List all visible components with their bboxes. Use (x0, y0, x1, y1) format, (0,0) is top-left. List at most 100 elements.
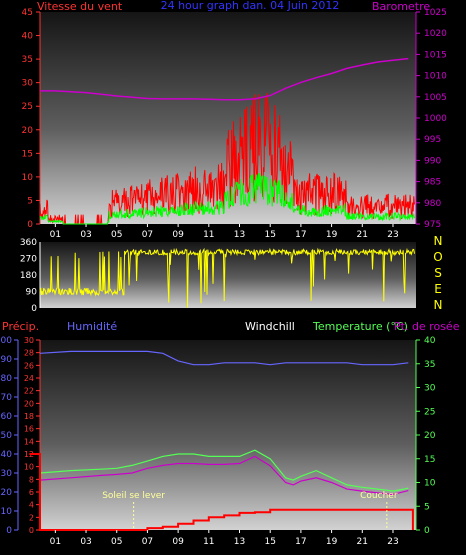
humidity-line (39, 350, 409, 366)
precip-tick-label: 6 (29, 488, 34, 497)
barometer-label: Barometre (372, 0, 430, 13)
baro-tick-label: 975 (424, 220, 441, 230)
wind-tick-label: 45 (22, 8, 33, 18)
humidity-label: Humidité (67, 320, 117, 333)
precip-tick-label: 18 (24, 412, 34, 421)
time-tick-label: 21 (357, 537, 368, 547)
time-tick-label: 19 (326, 230, 338, 240)
baro-tick-label: 1015 (424, 50, 447, 60)
humidity-tick-label: 0 (6, 526, 12, 536)
precip-tick-label: 14 (24, 437, 34, 446)
temperature-tick-label: 0 (424, 526, 430, 536)
wind-tick-label: 10 (22, 173, 34, 183)
direction-tick-label: 0 (31, 304, 37, 314)
baro-tick-label: 1020 (424, 29, 447, 39)
baro-tick-label: 1005 (424, 93, 447, 103)
direction-tick-label: 180 (20, 271, 37, 281)
time-tick-label: 19 (326, 537, 338, 547)
baro-tick-label: 1000 (424, 114, 447, 124)
wind-tick-label: 30 (22, 79, 34, 89)
baro-tick-label: 1010 (424, 72, 447, 82)
time-tick-label: 09 (172, 230, 184, 240)
humidity-tick-label: 50 (1, 431, 13, 441)
temperature-tick-label: 30 (424, 384, 436, 394)
temperature-tick-label: 15 (424, 455, 435, 465)
wind-tick-label: 35 (22, 55, 33, 65)
precip-tick-label: 2 (29, 513, 34, 522)
baro-tick-label: 985 (424, 178, 441, 188)
wind-tick-label: 15 (22, 149, 33, 159)
wind-tick-label: 40 (22, 32, 34, 42)
direction-tick-label: 270 (20, 255, 37, 265)
humidity-tick-label: 70 (1, 393, 13, 403)
precip-tick-label: 20 (24, 399, 34, 408)
baro-tick-label: 995 (424, 135, 441, 145)
baro-tick-label: 1025 (424, 8, 447, 18)
humidity-tick-label: 90 (1, 355, 13, 365)
time-tick-label: 07 (142, 230, 153, 240)
wind-tick-label: 20 (22, 126, 34, 136)
barometer-line (40, 57, 409, 101)
time-tick-label: 15 (264, 230, 275, 240)
temperature-tick-label: 20 (424, 431, 436, 441)
chart-title: 24 hour graph dan. 04 Juin 2012 (161, 0, 340, 12)
humidity-tick-label: 20 (1, 488, 13, 498)
time-tick-label: 01 (50, 537, 61, 547)
time-tick-label: 03 (80, 537, 91, 547)
temperature-tick-label: 40 (424, 336, 436, 346)
precip-line (29, 453, 414, 531)
time-tick-label: 13 (234, 230, 245, 240)
precip-tick-label: 10 (24, 463, 34, 472)
time-tick-label: 03 (80, 230, 91, 240)
wind-panel-bg (40, 12, 416, 224)
precip-tick-label: 12 (24, 450, 34, 459)
time-tick-label: 07 (142, 537, 153, 547)
compass-label: S (434, 266, 442, 280)
time-tick-label: 09 (172, 537, 184, 547)
time-tick-label: 01 (50, 230, 61, 240)
direction-tick-label: 360 (20, 238, 37, 248)
time-tick-label: 11 (203, 230, 214, 240)
humidity-tick-label: 80 (1, 374, 13, 384)
precip-tick-label: 26 (24, 361, 34, 370)
wind-avg-line (39, 173, 415, 225)
precip-tick-label: 0 (29, 526, 34, 535)
humidity-tick-label: 10 (1, 507, 13, 517)
time-tick-label: 15 (264, 537, 275, 547)
wind-tick-label: 5 (27, 196, 33, 206)
precip-tick-label: 16 (24, 425, 34, 434)
temperature-tick-label: 5 (424, 502, 430, 512)
temp-panel-bg (40, 340, 416, 530)
humidity-tick-label: 100 (0, 336, 12, 346)
compass-label: N (434, 298, 443, 312)
compass-label: N (434, 234, 443, 248)
humidity-tick-label: 30 (1, 469, 13, 479)
dewpoint-line (39, 455, 409, 496)
precip-tick-label: 4 (29, 501, 34, 510)
time-tick-label: 17 (295, 537, 306, 547)
precip-tick-label: 28 (24, 349, 34, 358)
temperature-tick-label: 35 (424, 360, 435, 370)
time-tick-label: 13 (234, 537, 245, 547)
humidity-tick-label: 40 (1, 450, 13, 460)
baro-tick-label: 980 (424, 199, 441, 209)
wind-tick-label: 0 (27, 220, 33, 230)
precip-label: Précip. (2, 320, 39, 333)
time-tick-label: 17 (295, 230, 306, 240)
time-tick-label: 23 (387, 230, 398, 240)
time-tick-label: 05 (111, 537, 122, 547)
direction-tick-label: 90 (26, 288, 38, 298)
direction-panel-bg (40, 242, 416, 308)
temperature-label: Temperature (°C) (312, 320, 408, 333)
temperature-line (39, 449, 409, 492)
compass-label: O (433, 250, 442, 264)
precip-tick-label: 8 (29, 475, 34, 484)
precip-tick-label: 22 (24, 387, 34, 396)
windchill-label: Windchill (245, 320, 295, 333)
temperature-tick-label: 10 (424, 479, 436, 489)
sunset-label: Coucher (360, 491, 398, 501)
time-tick-label: 11 (203, 537, 214, 547)
precip-tick-label: 30 (24, 336, 34, 345)
time-tick-label: 21 (357, 230, 368, 240)
